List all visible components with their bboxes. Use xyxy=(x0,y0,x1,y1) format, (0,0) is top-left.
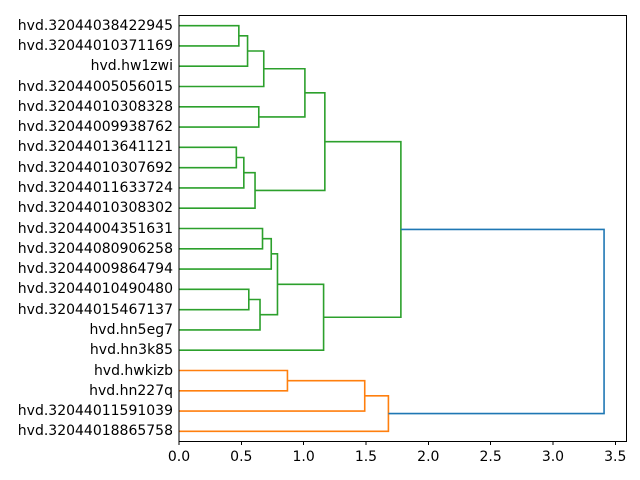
dendrogram-link xyxy=(179,24,240,47)
dendrogram-link xyxy=(179,156,245,189)
leaf-label: hvd.32044011633724 xyxy=(17,179,173,196)
leaf-label: hvd.32044010308328 xyxy=(17,98,173,115)
dendrogram-link xyxy=(260,253,279,316)
leaf-label: hvd.32044009864794 xyxy=(17,261,173,278)
x-tick-label: 2.0 xyxy=(417,448,440,465)
dendrogram-link xyxy=(179,105,260,128)
leaf-label: hvd.32044009938762 xyxy=(17,119,173,136)
dendrogram-link xyxy=(179,283,325,352)
plot-frame xyxy=(178,15,627,442)
leaf-label: hvd.32044004351631 xyxy=(17,220,173,237)
x-tick-label: 3.0 xyxy=(541,448,565,465)
dendrogram-links xyxy=(179,24,605,433)
leaf-label: hvd.hn5eg7 xyxy=(89,321,173,338)
leaf-label: hvd.32044010307692 xyxy=(17,159,173,176)
leaf-label: hvd.32044080906258 xyxy=(17,240,173,257)
x-tick-label: 3.5 xyxy=(604,448,627,465)
x-tick-label: 2.5 xyxy=(479,448,502,465)
leaf-label: hvd.hn3k85 xyxy=(89,342,173,359)
leaf-label: hvd.32044018865758 xyxy=(17,423,173,440)
x-axis-ticks xyxy=(178,441,616,445)
leaf-label: hvd.hn227q xyxy=(89,382,173,399)
leaf-label: hvd.hwkizb xyxy=(93,362,173,379)
dendrogram-link xyxy=(179,395,390,433)
x-tick-label: 0.0 xyxy=(167,448,191,465)
x-tick-label: 1.5 xyxy=(354,448,378,465)
dendrogram-link xyxy=(179,50,265,88)
dendrogram-link xyxy=(258,67,306,118)
leaf-label: hvd.32044038422945 xyxy=(17,17,173,34)
leaf-label: hvd.32044015467137 xyxy=(17,301,173,318)
dendrogram-link xyxy=(179,146,238,169)
leaf-label: hvd.hw1zwi xyxy=(90,58,173,75)
leaf-label: hvd.32044010490480 xyxy=(17,281,173,298)
leaf-label: hvd.32044010371169 xyxy=(17,37,173,54)
dendrogram-link xyxy=(179,237,273,270)
leaf-label: hvd.32044011591039 xyxy=(17,403,173,420)
dendrogram-link xyxy=(179,288,250,311)
dendrogram-link xyxy=(179,379,366,412)
dendrogram-link xyxy=(179,298,261,331)
leaf-label: hvd.32044005056015 xyxy=(17,78,173,95)
dendrogram-link xyxy=(179,34,249,68)
leaf-label: hvd.32044010308302 xyxy=(17,200,173,217)
dendrogram-link xyxy=(323,140,402,319)
dendrogram-link xyxy=(179,369,289,392)
x-tick-label: 0.5 xyxy=(230,448,253,465)
dendrogram-link xyxy=(179,227,264,250)
leaf-label: hvd.32044013641121 xyxy=(17,139,173,156)
dendrogram-link xyxy=(255,92,326,192)
dendrogram-link xyxy=(388,228,605,415)
x-tick-label: 1.0 xyxy=(292,448,315,465)
